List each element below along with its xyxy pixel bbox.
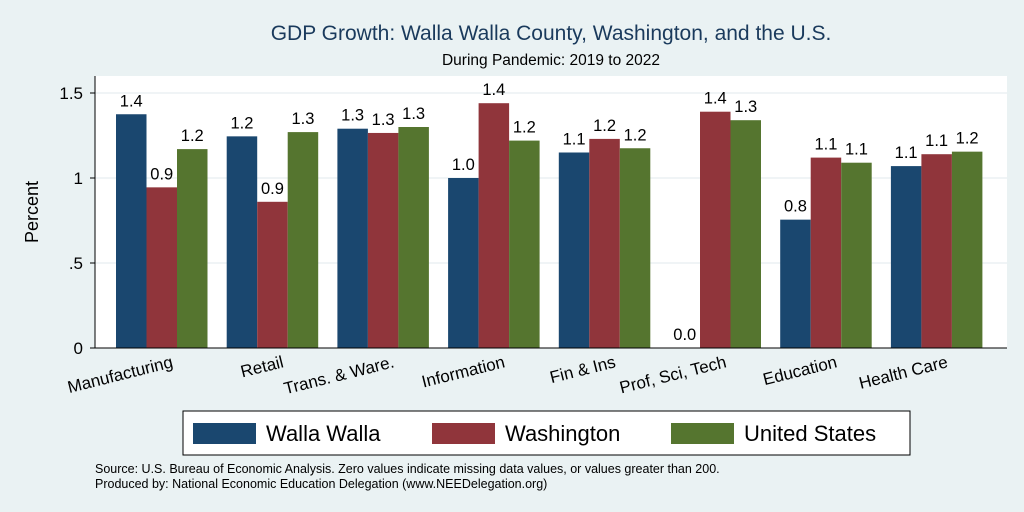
bar-value-label: 1.1 [563, 131, 586, 149]
y-tick-label: .5 [69, 254, 83, 273]
bar-washington [478, 103, 510, 348]
bar-value-label: 1.3 [341, 107, 364, 125]
bar-value-label: 1.2 [593, 117, 616, 135]
bar-value-label: 1.1 [895, 144, 918, 162]
x-tick-label: Information [420, 352, 507, 391]
bar-united-states [287, 132, 319, 348]
bar-walla-walla [116, 114, 147, 348]
bar-walla-walla [337, 128, 368, 348]
bar-value-label: 1.3 [291, 110, 314, 128]
legend-swatch [432, 423, 495, 444]
legend-swatch [193, 423, 256, 444]
bar-value-label: 0.0 [673, 326, 696, 344]
bar-value-label: 1.4 [120, 92, 143, 110]
bar-washington [700, 111, 731, 348]
bar-value-label: 1.3 [402, 105, 425, 123]
legend-swatch [671, 423, 734, 444]
x-tick-label: Health Care [857, 352, 950, 392]
bar-value-label: 1.1 [814, 136, 837, 154]
x-tick-label: Trans. & Ware. [282, 352, 396, 398]
y-tick-label: 1 [74, 169, 83, 188]
bar-value-label: 1.4 [482, 81, 505, 99]
x-tick-label: Education [761, 352, 839, 389]
bar-value-label: 1.4 [704, 90, 727, 108]
produced-by-note: Produced by: National Economic Education… [95, 477, 548, 491]
bar-value-label: 1.3 [372, 111, 395, 129]
bar-united-states [509, 140, 540, 348]
y-tick-label: 0 [74, 339, 83, 358]
chart-title: GDP Growth: Walla Walla County, Washingt… [271, 22, 832, 45]
bar-value-label: 1.2 [230, 114, 253, 132]
bar-walla-walla [780, 219, 811, 348]
bar-united-states [398, 127, 429, 348]
y-axis-label: Percent [22, 181, 42, 243]
bar-united-states [730, 120, 761, 348]
bar-walla-walla [558, 152, 590, 348]
bar-united-states [841, 162, 872, 348]
bar-united-states [951, 151, 983, 348]
bar-value-label: 1.2 [513, 119, 536, 137]
legend-label: Walla Walla [266, 421, 381, 446]
legend: Walla Walla Washington United States [182, 410, 911, 456]
x-tick-label: Manufacturing [66, 352, 175, 396]
bar-washington [589, 138, 620, 348]
bar-united-states [619, 148, 651, 348]
bar-value-label: 0.9 [261, 180, 284, 198]
y-tick-label: 1.5 [59, 84, 83, 103]
bar-value-label: 0.8 [784, 198, 807, 216]
legend-label: United States [744, 421, 876, 446]
bar-walla-walla [890, 166, 922, 348]
bar-washington [257, 201, 288, 348]
bar-walla-walla [226, 136, 258, 348]
chart-subtitle: During Pandemic: 2019 to 2022 [442, 52, 660, 69]
bar-united-states [177, 149, 208, 348]
bar-washington [921, 154, 952, 348]
bar-value-label: 1.1 [925, 132, 948, 150]
legend-label: Washington [505, 421, 620, 446]
bar-washington [146, 187, 177, 348]
bar-value-label: 1.1 [845, 141, 868, 159]
bar-washington [367, 132, 399, 348]
x-tick-label: Retail [239, 352, 286, 381]
x-tick-label: Prof, Sci, Tech [618, 352, 729, 397]
x-tick-label: Fin & Ins [548, 352, 618, 387]
bar-value-label: 0.9 [150, 165, 173, 183]
bar-washington [810, 157, 842, 348]
bar-value-label: 1.0 [452, 156, 475, 174]
bar-value-label: 1.3 [734, 98, 757, 116]
bar-value-label: 1.2 [181, 127, 204, 145]
bar-walla-walla [448, 178, 479, 348]
bar-value-label: 1.2 [956, 130, 979, 148]
legend-box [182, 410, 911, 456]
bar-value-label: 1.2 [624, 126, 647, 144]
source-note: Source: U.S. Bureau of Economic Analysis… [95, 462, 720, 476]
